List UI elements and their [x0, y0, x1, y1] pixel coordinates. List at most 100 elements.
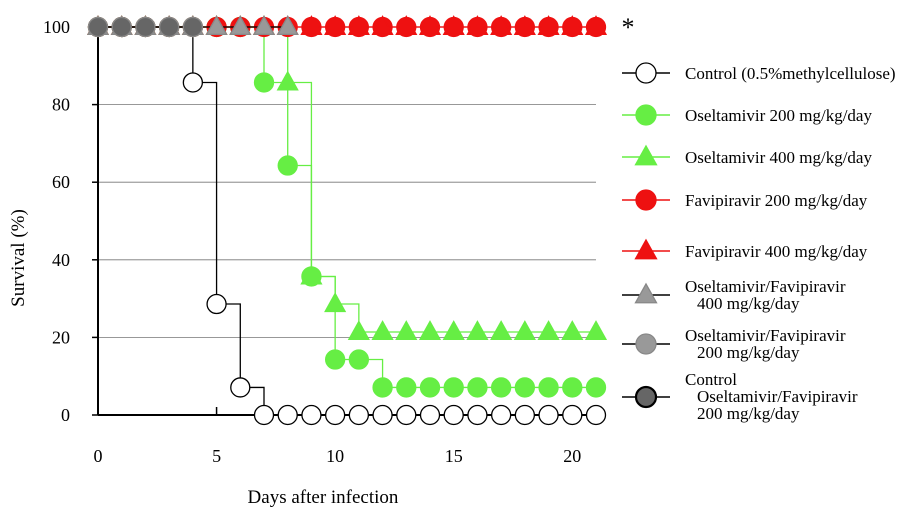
legend-marker [634, 144, 658, 166]
data-point [538, 404, 559, 426]
data-point [443, 404, 464, 426]
data-point [230, 377, 251, 398]
data-point [537, 15, 560, 36]
data-point [418, 15, 442, 36]
legend-marker [634, 385, 658, 409]
x-tick-label: 0 [94, 446, 103, 466]
data-point [538, 377, 559, 398]
series-oseltamivir-400-mg-kg-day [86, 15, 608, 340]
legend-label: Favipiravir 400 mg/kg/day [685, 242, 868, 261]
data-point [158, 16, 180, 38]
data-point [348, 349, 370, 370]
legend-label-line: Oseltamivir 400 mg/kg/day [685, 148, 872, 167]
legend-label-line: 200 mg/kg/day [697, 343, 800, 362]
legend-label-line: 200 mg/kg/day [697, 404, 800, 423]
data-point [347, 15, 370, 36]
data-point [585, 377, 607, 398]
data-point [466, 320, 489, 340]
data-point [276, 15, 299, 36]
data-point [514, 377, 536, 398]
data-point [514, 404, 536, 426]
y-tick-label: 20 [52, 327, 70, 347]
data-point [562, 377, 583, 398]
data-point [182, 16, 204, 38]
y-tick-label: 40 [52, 250, 70, 270]
data-point [300, 15, 323, 36]
data-point [253, 72, 275, 93]
data-point [490, 377, 512, 398]
data-point [206, 293, 227, 315]
data-point [467, 404, 488, 426]
y-tick-label: 0 [61, 405, 70, 425]
data-point [396, 377, 417, 398]
legend-label: Oseltamivir 200 mg/kg/day [685, 106, 872, 125]
data-point [277, 404, 298, 426]
legend-label: Favipiravir 200 mg/kg/day [685, 191, 868, 210]
data-point [371, 320, 394, 340]
data-point [442, 320, 465, 340]
data-point [205, 15, 228, 36]
data-point [324, 15, 347, 36]
legend-label-line: Control [685, 370, 737, 389]
data-point [300, 264, 323, 285]
data-point [324, 404, 346, 426]
data-point [562, 404, 583, 426]
data-point [111, 16, 132, 38]
legend-marker [635, 62, 657, 84]
legend-label-line: Oseltamivir/Favipiravir [685, 326, 846, 345]
axes: 0 20 40 60 80 100 0 5 10 15 20 [43, 17, 596, 466]
data-point [395, 15, 418, 36]
data-point [513, 15, 536, 36]
data-point [419, 404, 441, 426]
data-point [561, 320, 584, 340]
legend-marker [634, 238, 658, 260]
data-point [466, 15, 489, 36]
data-point [372, 404, 393, 426]
legend-label-line: Favipiravir 400 mg/kg/day [685, 242, 868, 261]
legend-marker [634, 282, 658, 304]
grid-lines [98, 26, 596, 338]
legend-item: Oseltamivir 400 mg/kg/day [622, 144, 872, 167]
data-point [442, 15, 465, 36]
y-tick-label: 80 [52, 95, 70, 115]
data-point [135, 16, 156, 38]
series-line [98, 26, 596, 333]
legend-item: Oseltamivir/Favipiravir 200 mg/kg/day [622, 326, 846, 362]
legend-item: Favipiravir 200 mg/kg/day [622, 189, 868, 211]
legend-item: Oseltamivir 200 mg/kg/day [622, 104, 872, 126]
legend-label-line: 400 mg/kg/day [697, 294, 800, 313]
legend-marker [635, 333, 657, 355]
legend-item: Oseltamivir/Favipiravir 400 mg/kg/day [622, 277, 846, 313]
data-point [513, 320, 536, 340]
data-point [561, 15, 584, 36]
series-line [98, 26, 596, 416]
data-point [182, 72, 204, 93]
data-point [253, 404, 275, 426]
data-point [537, 320, 560, 340]
data-point [418, 320, 442, 340]
series-control-oseltamivir-favipiravir-200-mg-kg-day [87, 16, 204, 38]
data-point [443, 377, 464, 398]
legend-label-line: Oseltamivir/Favipiravir [685, 277, 846, 296]
legend-marker [635, 189, 657, 211]
data-point [347, 320, 370, 340]
data-point [371, 15, 394, 36]
data-point [490, 15, 513, 36]
legend-item: Control Oseltamivir/Favipiravir 200 mg/kg/… [622, 370, 858, 423]
legend: Control (0.5%methylcellulose) Oseltamivir… [622, 62, 896, 423]
legend-label-line: Control (0.5%methylcellulose) [685, 64, 896, 83]
significance-asterisk: * [622, 13, 635, 42]
data-point [490, 320, 513, 340]
data-point [324, 349, 346, 370]
legend-label: Control Oseltamivir/Favipiravir 200 mg/kg/… [685, 370, 858, 423]
legend-label: Oseltamivir 400 mg/kg/day [685, 148, 872, 167]
legend-marker [635, 104, 657, 126]
data-point [490, 404, 512, 426]
legend-label-line: Oseltamivir 200 mg/kg/day [685, 106, 872, 125]
legend-label-line: Oseltamivir/Favipiravir [697, 387, 858, 406]
data-point [276, 70, 299, 91]
data-point [301, 404, 322, 426]
data-point [395, 320, 418, 340]
data-point [467, 377, 488, 398]
